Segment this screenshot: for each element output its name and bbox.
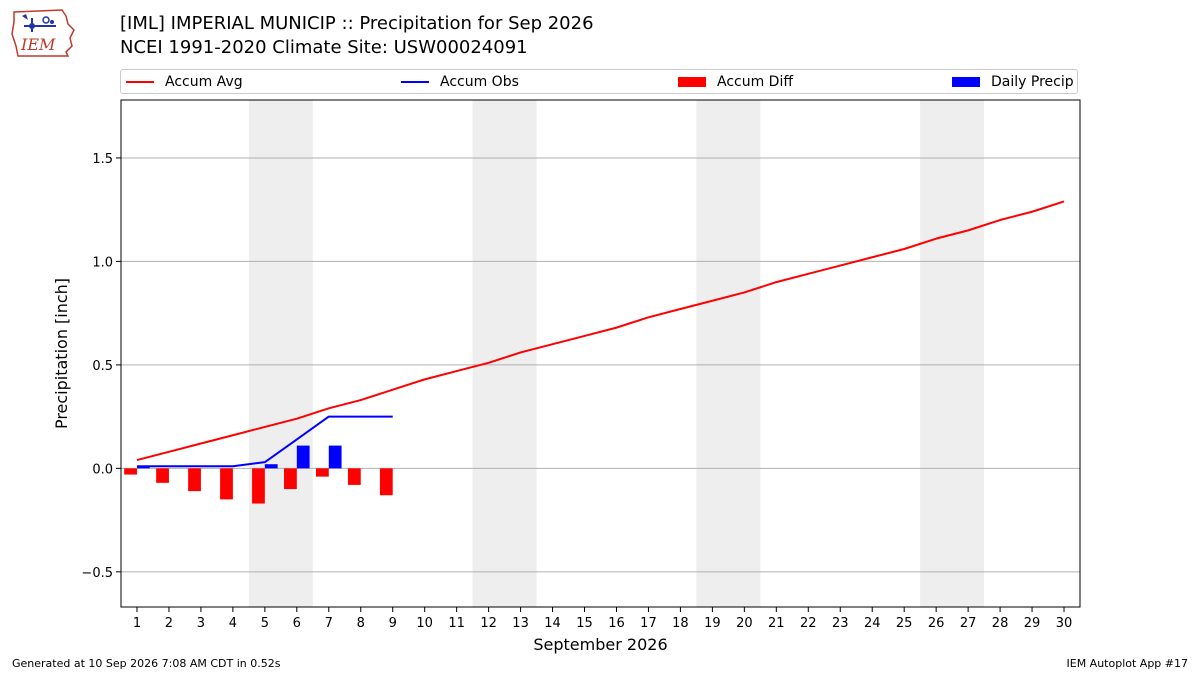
daily-precip-bar	[328, 445, 342, 469]
y-tick-label: 1.0	[92, 255, 113, 270]
x-tick-label: 25	[896, 616, 913, 631]
autoplot-app-label: IEM Autoplot App #17	[1066, 657, 1189, 670]
x-tick-label: 7	[325, 616, 333, 631]
x-tick-label: 28	[992, 616, 1009, 631]
x-tick-label: 15	[576, 616, 593, 631]
accum-diff-bar	[379, 468, 393, 496]
x-tick-label: 21	[768, 616, 785, 631]
legend-accum-obs: Accum Obs	[401, 73, 519, 91]
x-tick-label: 29	[1024, 616, 1041, 631]
accum-diff-bar	[315, 468, 329, 477]
chart-legend: Accum Avg Accum Obs Accum Diff Daily Pre…	[120, 69, 1078, 94]
logo-text: IEM	[20, 35, 56, 54]
x-tick-label: 2	[165, 616, 173, 631]
legend-label: Accum Avg	[165, 74, 243, 90]
legend-line-swatch	[126, 81, 154, 83]
x-tick-label: 20	[736, 616, 753, 631]
x-tick-label: 5	[261, 616, 269, 631]
y-tick-label: −0.5	[81, 566, 113, 581]
daily-precip-bar	[136, 466, 150, 469]
y-tick-label: 0.0	[92, 462, 113, 477]
x-tick-label: 9	[389, 616, 397, 631]
legend-box-swatch	[678, 77, 706, 87]
x-tick-label: 23	[832, 616, 849, 631]
legend-daily-precip: Daily Precip	[952, 73, 1074, 91]
legend-label: Daily Precip	[991, 74, 1074, 90]
x-tick-label: 18	[672, 616, 689, 631]
x-tick-label: 12	[480, 616, 497, 631]
y-axis-label: Precipitation [inch]	[52, 278, 71, 429]
weekend-band	[472, 100, 537, 607]
x-tick-label: 6	[293, 616, 301, 631]
accum-diff-bar	[252, 468, 265, 504]
legend-line-swatch	[401, 81, 429, 83]
accum-diff-bar	[188, 468, 201, 492]
x-tick-label: 17	[640, 616, 657, 631]
daily-precip-bar	[296, 445, 310, 469]
chart-subtitle: NCEI 1991-2020 Climate Site: USW00024091	[120, 37, 528, 58]
x-tick-label: 10	[416, 616, 433, 631]
x-tick-label: 13	[512, 616, 529, 631]
x-tick-label: 3	[197, 616, 205, 631]
accum-diff-bar	[284, 468, 297, 490]
plot-frame	[120, 99, 1081, 608]
accum-diff-bar	[124, 468, 137, 475]
iem-logo: IEM	[8, 6, 78, 62]
x-tick-label: 24	[864, 616, 881, 631]
legend-label: Accum Obs	[440, 74, 519, 90]
accum-avg-line	[136, 200, 1065, 462]
legend-accum-diff: Accum Diff	[678, 73, 793, 91]
x-tick-label: 22	[800, 616, 817, 631]
x-tick-label: 4	[229, 616, 237, 631]
chart-title: [IML] IMPERIAL MUNICIP :: Precipitation …	[120, 13, 594, 34]
accum-obs-line	[136, 415, 393, 468]
daily-precip-bar	[264, 464, 278, 469]
x-tick-label: 16	[608, 616, 625, 631]
y-tick-label: 0.5	[92, 359, 113, 374]
weekend-band	[920, 100, 985, 607]
x-tick-label: 27	[960, 616, 977, 631]
x-tick-label: 19	[704, 616, 721, 631]
accum-diff-bar	[156, 468, 169, 483]
legend-accum-avg: Accum Avg	[126, 73, 243, 91]
x-tick-label: 14	[544, 616, 561, 631]
x-tick-label: 11	[448, 616, 465, 631]
weekend-band	[696, 100, 761, 607]
x-tick-label: 8	[357, 616, 365, 631]
x-tick-label: 26	[928, 616, 945, 631]
legend-label: Accum Diff	[717, 74, 794, 90]
accum-diff-bar	[347, 468, 361, 485]
legend-box-swatch	[952, 77, 980, 87]
x-tick-label: 30	[1056, 616, 1073, 631]
x-axis-label: September 2026	[533, 635, 667, 654]
y-tick-label: 1.5	[92, 152, 113, 167]
generated-timestamp: Generated at 10 Sep 2026 7:08 AM CDT in …	[12, 657, 281, 670]
weekend-band	[248, 100, 313, 607]
accum-diff-bar	[220, 468, 233, 500]
x-tick-label: 1	[133, 616, 141, 631]
iowa-state-weather-logo-icon: IEM	[11, 9, 75, 57]
